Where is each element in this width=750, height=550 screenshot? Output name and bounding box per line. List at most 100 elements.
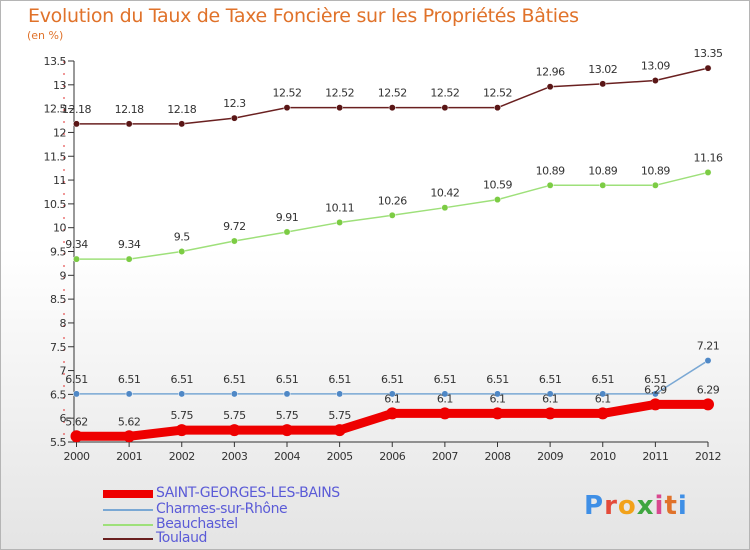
data-point — [230, 390, 238, 398]
data-label: 12.52 — [273, 87, 302, 100]
data-label: 11.16 — [694, 151, 723, 164]
data-label: 13.02 — [588, 63, 617, 76]
proxiti-logo: Proxiti — [584, 491, 688, 521]
data-point — [704, 357, 712, 365]
logo-letter: t — [664, 491, 678, 521]
y-tick-label: 9 — [60, 269, 67, 282]
data-label: 9.34 — [65, 238, 88, 251]
y-tick-label: 6 — [60, 412, 67, 425]
data-label: 6.1 — [437, 392, 453, 405]
data-label: 12.52 — [430, 87, 459, 100]
y-tick-label: 10.5 — [44, 198, 67, 211]
data-label: 12.52 — [483, 87, 512, 100]
data-point — [70, 430, 83, 443]
data-point — [336, 390, 344, 398]
data-label: 6.51 — [171, 373, 194, 386]
legend-label: Toulaud — [156, 530, 208, 546]
data-point — [494, 196, 501, 204]
logo-letter: i — [677, 491, 688, 521]
data-point — [494, 104, 501, 112]
y-tick-label: 9.5 — [50, 246, 66, 259]
legend-label: Charmes-sur-Rhône — [156, 501, 288, 517]
y-tick-label: 12 — [53, 126, 66, 139]
logo-letter: P — [584, 491, 605, 521]
data-label: 9.91 — [276, 211, 299, 224]
data-point — [441, 204, 449, 212]
data-label: 9.72 — [223, 220, 246, 233]
data-point — [388, 104, 396, 112]
data-point — [441, 104, 449, 112]
data-point — [649, 398, 662, 411]
data-label: 5.75 — [276, 409, 299, 422]
y-tick-label: 11.5 — [44, 150, 67, 163]
data-point — [651, 77, 659, 84]
data-label: 5.75 — [328, 409, 351, 422]
x-tick-label: 2011 — [642, 450, 668, 463]
data-label: 10.89 — [641, 164, 670, 177]
data-point — [73, 390, 80, 398]
data-point — [336, 218, 344, 226]
data-point — [175, 424, 188, 437]
data-point — [73, 255, 80, 263]
y-tick-label: 13.5 — [44, 55, 67, 68]
data-label: 6.51 — [434, 373, 457, 386]
x-tick-label: 2007 — [432, 450, 458, 463]
y-tick-label: 13 — [53, 79, 66, 92]
data-point — [546, 83, 554, 91]
data-point — [599, 390, 607, 398]
data-label: 10.26 — [378, 194, 407, 207]
data-point — [704, 168, 712, 176]
data-label: 6.51 — [644, 373, 667, 386]
data-label: 5.75 — [171, 409, 194, 422]
data-point — [281, 424, 293, 437]
data-point — [544, 407, 557, 420]
y-tick-label: 10 — [53, 222, 66, 235]
y-tick-label: 5.5 — [50, 436, 66, 449]
data-point — [230, 114, 238, 122]
x-tick-label: 2012 — [695, 450, 721, 463]
data-label: 5.75 — [223, 409, 246, 422]
data-point — [388, 390, 396, 398]
data-label: 9.34 — [118, 238, 141, 251]
x-tick-label: 2009 — [537, 450, 563, 463]
data-label: 6.1 — [542, 392, 558, 405]
y-tick-label: 8 — [60, 317, 67, 330]
data-point — [178, 390, 186, 398]
data-point — [283, 228, 291, 236]
data-point — [125, 390, 133, 398]
y-tick-label: 8.5 — [50, 293, 66, 306]
data-label: 10.89 — [536, 164, 565, 177]
data-label: 12.52 — [378, 87, 407, 100]
data-point — [125, 255, 133, 263]
legend-swatch — [103, 524, 153, 526]
data-point — [702, 398, 714, 411]
data-label: 9.5 — [174, 231, 190, 244]
data-label: 6.51 — [381, 373, 404, 386]
data-label: 5.62 — [118, 415, 141, 428]
data-label: 6.51 — [223, 373, 246, 386]
data-point — [333, 424, 346, 437]
x-tick-label: 2003 — [221, 450, 247, 463]
x-tick-label: 2010 — [590, 450, 616, 463]
data-point — [125, 120, 133, 128]
data-label: 10.89 — [588, 164, 617, 177]
y-tick-label: 11 — [53, 174, 66, 187]
x-tick-label: 2004 — [274, 450, 300, 463]
data-label: 12.18 — [62, 103, 91, 116]
logo-letter: r — [604, 491, 618, 521]
legend-swatch — [103, 538, 153, 540]
data-point — [651, 390, 659, 398]
data-label: 12.18 — [167, 103, 196, 116]
x-tick-label: 2008 — [485, 450, 511, 463]
data-point — [228, 424, 241, 437]
data-point — [178, 120, 186, 128]
data-point — [599, 80, 607, 88]
data-label: 10.42 — [430, 187, 459, 200]
data-point — [230, 237, 238, 245]
data-label: 6.51 — [276, 373, 299, 386]
data-label: 13.35 — [694, 47, 723, 60]
data-label: 5.62 — [65, 415, 88, 428]
data-label: 6.51 — [539, 373, 562, 386]
data-label: 7.21 — [697, 340, 720, 353]
